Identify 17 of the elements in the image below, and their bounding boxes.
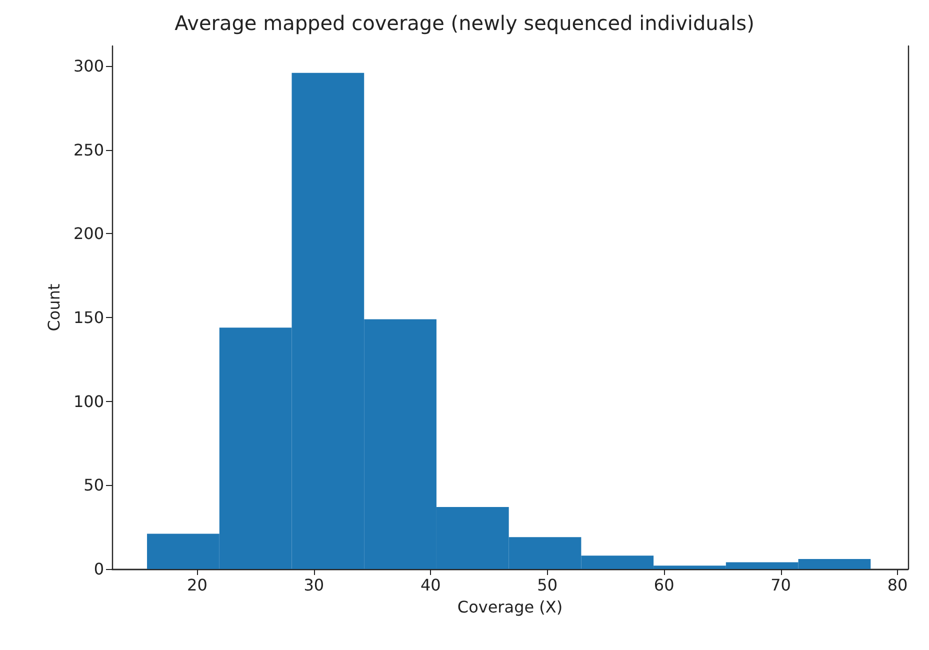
y-tick-label: 50 (84, 476, 104, 495)
y-tick-label: 0 (94, 560, 104, 578)
chart-title: Average mapped coverage (newly sequenced individuals) (174, 11, 754, 35)
y-tick-label: 200 (73, 224, 104, 244)
y-tick-label: 250 (73, 140, 104, 160)
y-tick-label: 300 (73, 56, 104, 76)
x-tick-label: 30 (304, 576, 324, 594)
y-tick-label: 100 (73, 392, 104, 411)
y-axis-title: Count (44, 284, 64, 332)
y-tick-label: 150 (73, 308, 104, 328)
x-tick-label: 80 (887, 576, 908, 594)
x-tick-label: 60 (654, 576, 674, 594)
x-tick-label: 40 (420, 576, 441, 594)
x-tick-label: 20 (187, 576, 208, 594)
x-tick-label: 50 (537, 576, 558, 594)
x-tick-label: 70 (770, 576, 791, 594)
x-axis-title: Coverage (X) (457, 598, 563, 616)
